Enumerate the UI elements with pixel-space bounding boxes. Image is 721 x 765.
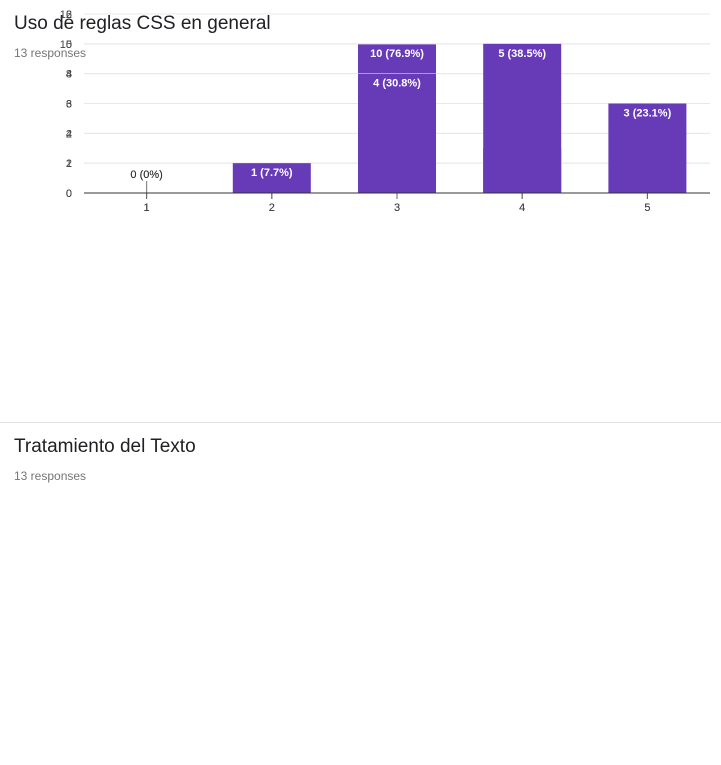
y-tick-label: 4 xyxy=(66,128,72,140)
response-count: 13 responses xyxy=(14,469,87,483)
x-tick-label: 2 xyxy=(269,202,275,214)
y-tick-label: 6 xyxy=(66,9,72,21)
x-tick-label: 2 xyxy=(269,202,275,214)
bar xyxy=(358,73,436,193)
chart-title: Uso de reglas CSS en general xyxy=(14,13,271,34)
x-tick-label: 1 xyxy=(144,202,150,214)
y-tick-label: 0 xyxy=(66,188,72,200)
x-tick-label: 4 xyxy=(519,202,525,214)
data-label: 10 (76.9%) xyxy=(370,48,424,60)
data-label: 0 (0%) xyxy=(130,169,162,181)
chart-card-1: Uso de reglas CSS en general 13 response… xyxy=(14,13,271,60)
y-tick-label: 12 xyxy=(60,9,72,21)
card-divider xyxy=(0,422,721,423)
data-label: 5 (38.5%) xyxy=(498,48,546,60)
x-tick-label: 5 xyxy=(644,202,650,214)
y-tick-label: 6 xyxy=(66,99,72,111)
y-tick-label: 2 xyxy=(66,158,72,170)
x-tick-label: 4 xyxy=(519,202,525,214)
data-label: 0 (0%) xyxy=(130,169,162,181)
y-tick-label: 8 xyxy=(66,69,72,81)
data-label: 3 (23.1%) xyxy=(624,108,672,120)
y-tick-label: 10 xyxy=(60,39,72,51)
chart-title: Tratamiento del Texto xyxy=(14,436,196,457)
data-label: 1 (7.7%) xyxy=(251,167,293,179)
bar xyxy=(232,163,311,193)
x-tick-label: 3 xyxy=(394,202,400,214)
x-tick-label: 1 xyxy=(144,202,150,214)
chart-card-2: Tratamiento del Texto 13 responses xyxy=(0,423,721,765)
bar xyxy=(483,43,562,194)
data-label: 4 (30.8%) xyxy=(373,78,421,90)
bar xyxy=(608,103,687,193)
y-tick-label: 5 xyxy=(66,39,72,51)
y-tick-label: 3 xyxy=(66,99,72,111)
y-tick-label: 0 xyxy=(66,188,72,200)
x-tick-label: 5 xyxy=(644,202,650,214)
y-tick-label: 1 xyxy=(66,158,72,170)
y-tick-label: 4 xyxy=(66,69,72,81)
y-tick-label: 2 xyxy=(66,128,72,140)
response-count: 13 responses xyxy=(14,46,87,60)
x-tick-label: 3 xyxy=(394,202,400,214)
